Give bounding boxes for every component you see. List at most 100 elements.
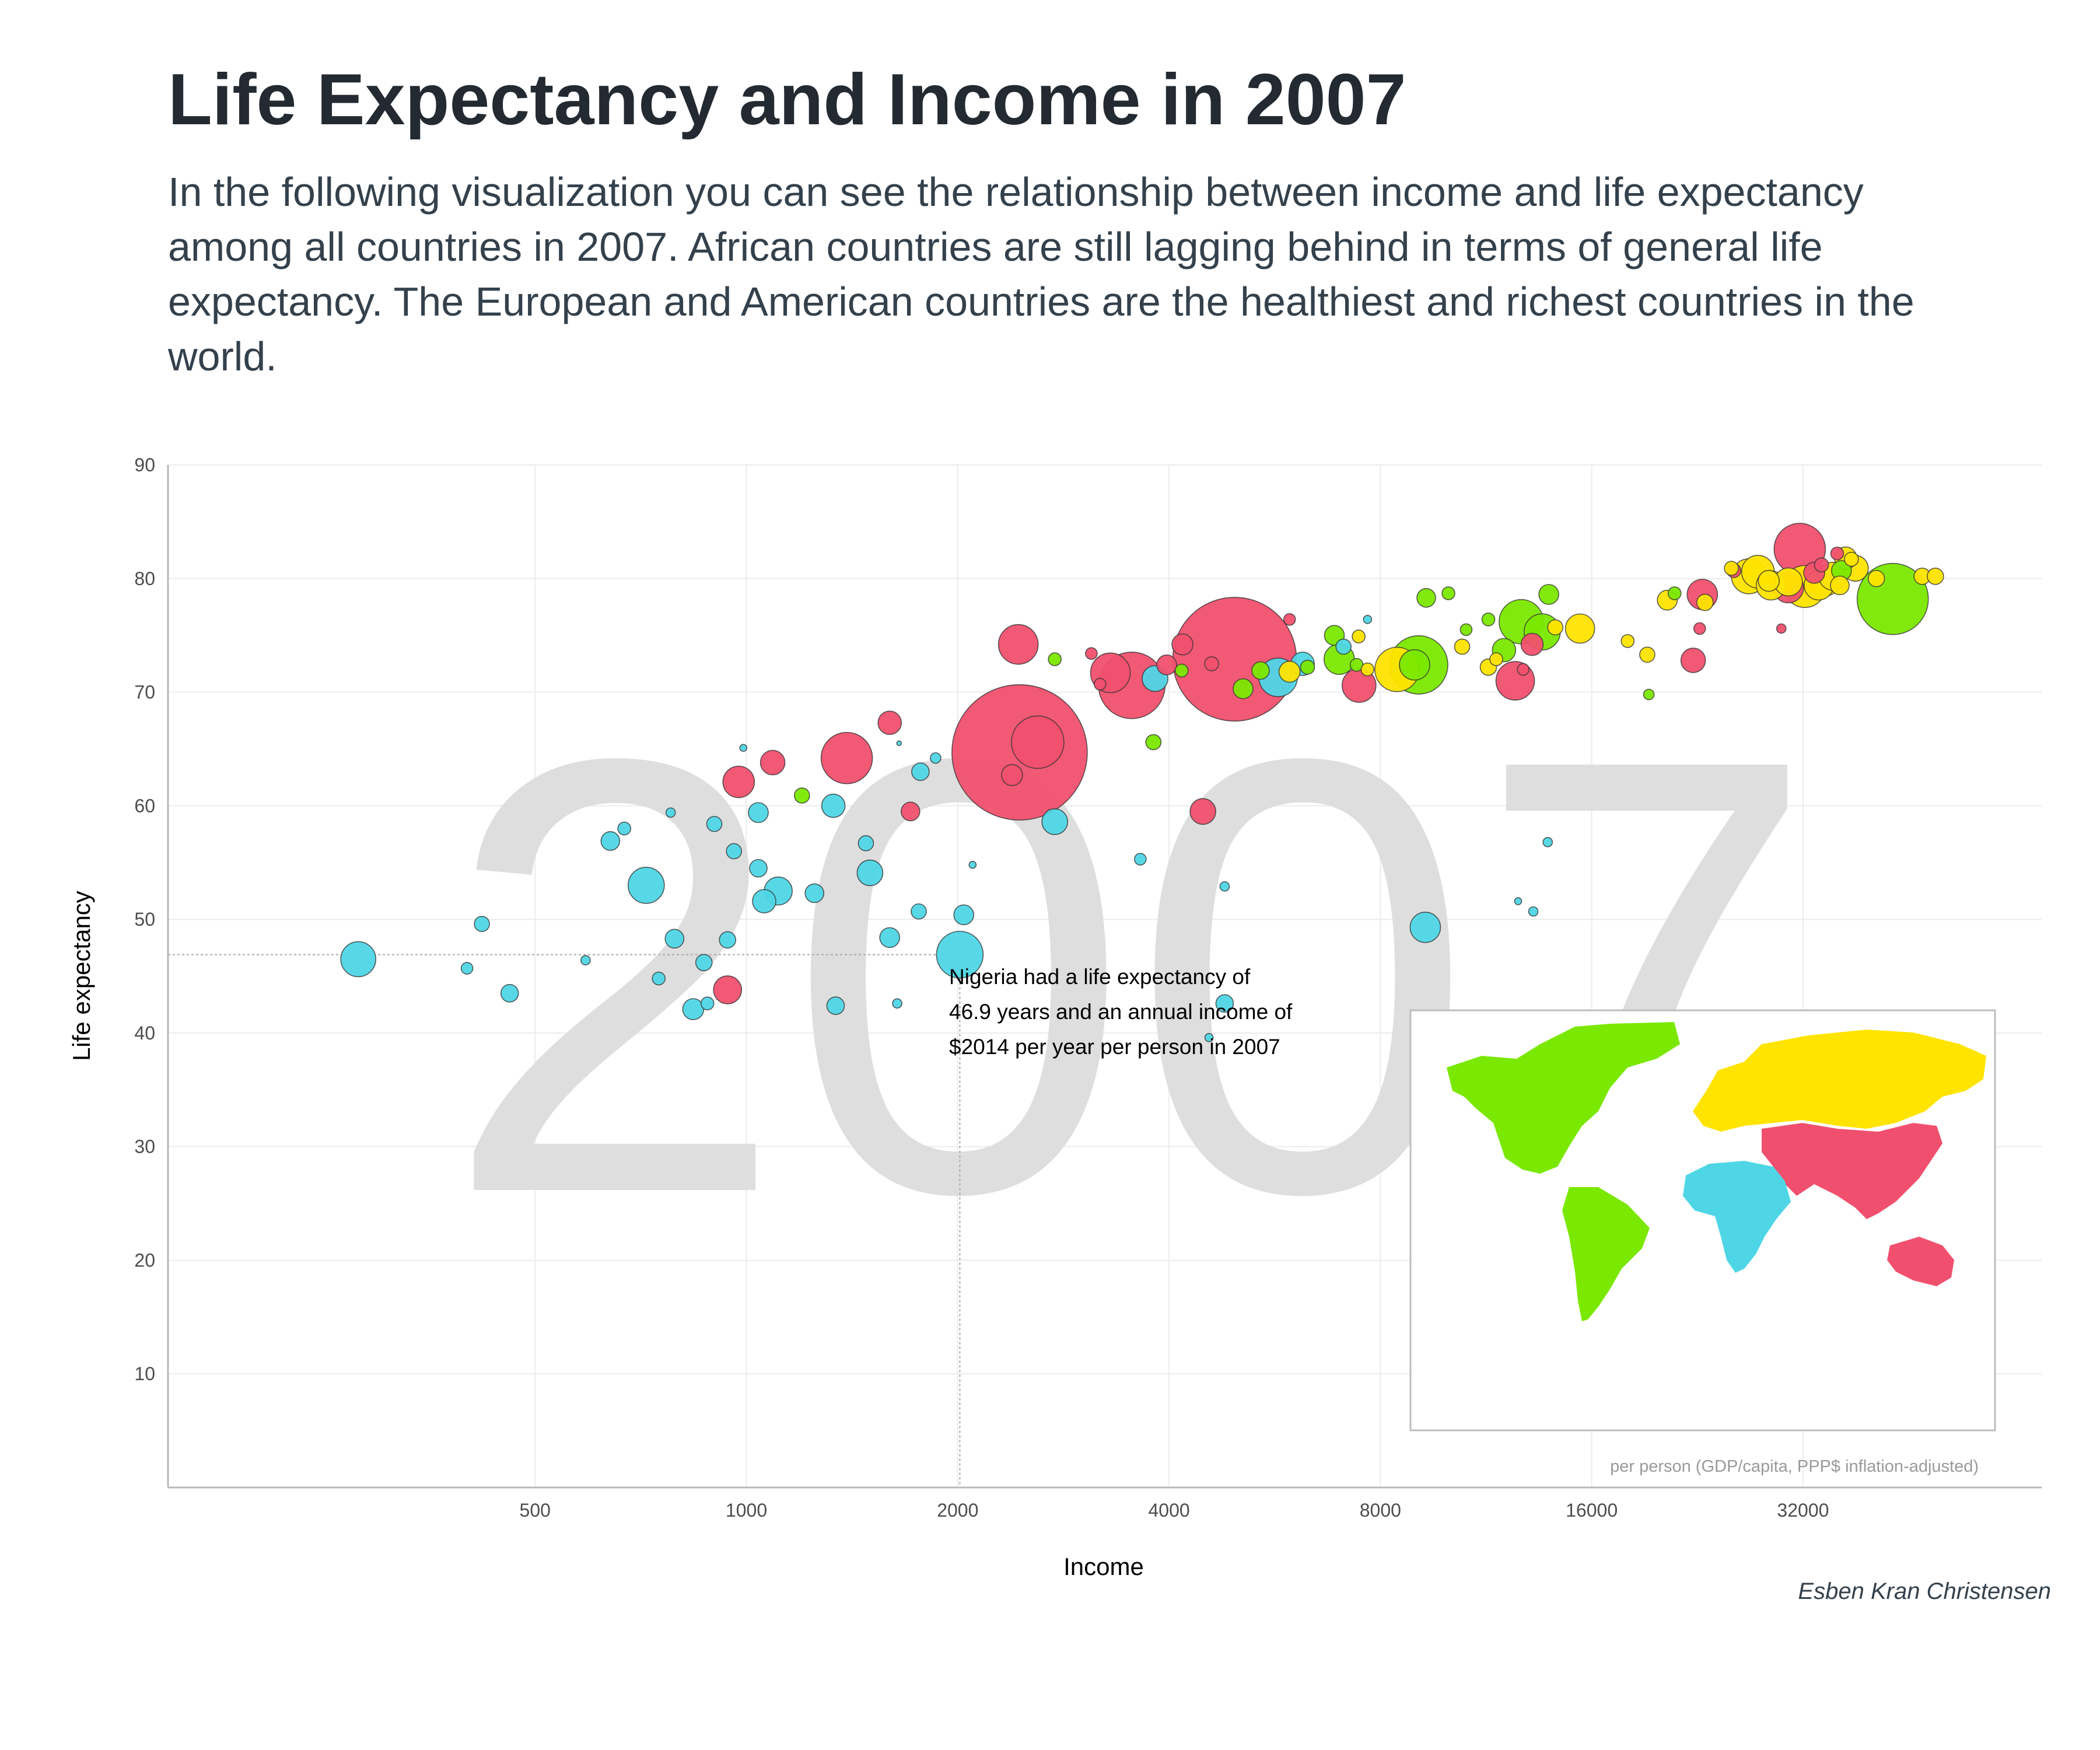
bubble-americas <box>1460 623 1473 636</box>
bubble-asia <box>1204 656 1219 671</box>
bubble-asia <box>820 732 873 785</box>
bubble-europe <box>1724 561 1739 576</box>
x-axis-title: Income <box>1063 1553 1144 1580</box>
legend-americas-south <box>1562 1187 1650 1321</box>
bubble-africa <box>821 793 846 818</box>
annotation-line: 46.9 years and an annual income of <box>949 1000 1293 1024</box>
bubble-africa <box>600 831 621 851</box>
bubble-americas <box>1251 661 1270 680</box>
bubble-asia <box>760 750 786 776</box>
author-caption: Esben Kran Christensen <box>1798 1578 2051 1604</box>
bubble-africa <box>1204 1032 1214 1042</box>
gridlines <box>168 464 2042 1488</box>
bubble-africa <box>340 941 377 978</box>
bubble-asia <box>1156 654 1177 676</box>
bubble-africa <box>628 866 665 904</box>
y-tick-label: 10 <box>134 1363 155 1384</box>
bubble-asia <box>877 710 902 735</box>
bubble-asia <box>1094 678 1107 691</box>
annotation-line: $2014 per year per person in 2007 <box>949 1035 1280 1059</box>
legend-americas-region <box>1447 1022 1680 1174</box>
x-tick-label: 2000 <box>937 1500 978 1521</box>
bubble-americas <box>1233 678 1254 699</box>
y-axis-title: Life expectancy <box>68 891 95 1061</box>
bubble-africa <box>1542 836 1553 848</box>
x-tick-label: 8000 <box>1360 1500 1401 1521</box>
bubble-asia <box>1001 764 1023 786</box>
bubble-asia <box>1171 633 1194 656</box>
nigeria-annotation: Nigeria had a life expectancy of 46.9 ye… <box>949 965 1293 1059</box>
bubble-europe <box>1547 619 1563 636</box>
bubble-africa <box>617 821 631 836</box>
chart-title: Life Expectancy and Income in 2007 <box>168 60 1406 140</box>
bubble-europe <box>1927 568 1944 585</box>
bubble-asia <box>998 624 1039 665</box>
bubble-africa <box>652 971 666 986</box>
bubble-americas <box>1441 586 1455 600</box>
legend-europe-region <box>1693 1030 1986 1132</box>
bubble-africa <box>664 929 685 949</box>
bubble-africa <box>1528 906 1539 917</box>
bubble-europe <box>1758 569 1780 592</box>
bubble-asia <box>1517 663 1530 676</box>
bubble-africa <box>726 843 742 859</box>
bubble-americas <box>1416 588 1436 608</box>
y-tick-label: 70 <box>134 682 155 703</box>
bubble-africa <box>1215 994 1234 1013</box>
bubble-africa <box>1514 897 1522 905</box>
bubble-americas <box>1481 612 1496 626</box>
bubble-americas <box>1048 652 1062 666</box>
legend-oceania-region <box>1887 1237 1954 1286</box>
x-tick-label: 1000 <box>726 1500 767 1521</box>
bubble-americas <box>1175 663 1189 678</box>
bubble-africa <box>826 996 845 1015</box>
annotation-line: Nigeria had a life expectancy of <box>949 965 1251 989</box>
bubble-europe <box>1489 652 1503 666</box>
bubble-africa <box>1409 911 1441 943</box>
legend-asia-region <box>1762 1123 1943 1219</box>
bubble-europe <box>1696 593 1714 611</box>
bubble-americas <box>1145 734 1162 751</box>
bubble-africa <box>665 807 676 818</box>
bubble-asia <box>1283 613 1296 626</box>
bubble-americas <box>1667 586 1682 600</box>
x-tick-label: 4000 <box>1148 1500 1189 1521</box>
bubble-africa <box>700 996 715 1010</box>
y-tick-label: 30 <box>134 1136 155 1157</box>
bubble-africa <box>460 962 474 975</box>
axes: 10 20 30 40 50 60 70 80 90 500 1000 2000 4000 8000 160… <box>134 454 2042 1521</box>
bubble-africa <box>911 762 930 781</box>
bubble-africa <box>936 930 984 979</box>
bubble-asia <box>1011 715 1065 769</box>
chart-subtitle: In the following visualization you can s… <box>168 169 1915 379</box>
bubble-asia <box>1776 623 1787 634</box>
bubble-americas <box>794 788 810 804</box>
bubble-europe <box>1844 551 1859 567</box>
bubble-asia <box>901 802 921 821</box>
legend-africa-region <box>1683 1161 1791 1273</box>
bubble-europe <box>1639 646 1656 663</box>
y-tick-label: 20 <box>134 1250 155 1270</box>
bubble-asia <box>1680 648 1706 673</box>
bubble-africa <box>858 835 874 852</box>
bubble-africa <box>719 931 736 949</box>
bubble-europe <box>1454 638 1471 655</box>
y-tick-label: 60 <box>134 795 155 816</box>
bubble-africa <box>953 904 974 926</box>
y-tick-label: 50 <box>134 909 155 930</box>
bubble-europe <box>1564 613 1595 644</box>
bubble-europe <box>1352 629 1366 643</box>
bubble-africa <box>695 954 713 971</box>
bubble-asia <box>1189 798 1216 825</box>
bubble-asia <box>1814 557 1829 573</box>
bubble-africa <box>1219 881 1230 892</box>
bubble-africa <box>474 916 490 932</box>
y-tick-label: 80 <box>134 568 155 589</box>
bubble-africa <box>1134 853 1147 866</box>
bubble-africa <box>911 903 927 920</box>
bubble-africa <box>580 955 591 965</box>
bubble-europe <box>1620 634 1634 648</box>
bubble-africa <box>749 859 768 878</box>
bubble-asia <box>1085 647 1098 660</box>
